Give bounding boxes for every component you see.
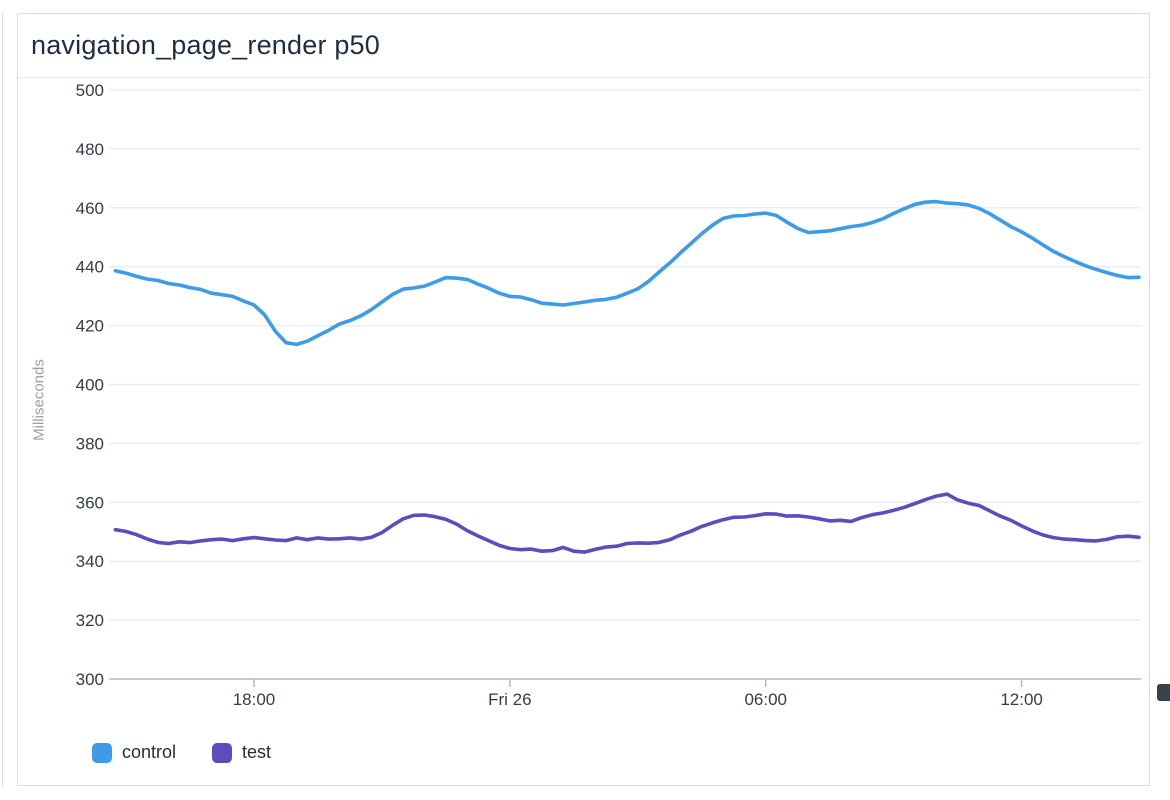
y-tick-label-420: 420 — [76, 317, 104, 336]
y-tick-label-440: 440 — [76, 258, 104, 277]
chart-svg[interactable]: 300 320 340 360 380 400 420 440 460 480 500 18:00 Fr… — [18, 78, 1149, 734]
series-line-control — [113, 199, 1141, 347]
panel: navigation_page_render p50 Milliseconds … — [17, 13, 1150, 786]
legend-label-test: test — [242, 742, 272, 762]
panel-title[interactable]: navigation_page_render p50 — [31, 30, 380, 60]
y-tick-label-320: 320 — [76, 611, 104, 630]
x-tick-label-12:00: 12:00 — [1000, 690, 1043, 709]
x-tick-label-18:00: 18:00 — [233, 690, 276, 709]
y-tick-label-340: 340 — [76, 552, 104, 571]
legend-label-control: control — [122, 742, 177, 762]
adjacent-panel-left-edge — [2, 13, 3, 786]
series-line-test — [113, 492, 1141, 554]
legend: control test — [92, 742, 271, 763]
y-tick-label-500: 500 — [76, 81, 104, 100]
panel-header[interactable]: navigation_page_render p50 — [18, 14, 1149, 78]
x-tick-label-06:00: 06:00 — [744, 690, 787, 709]
chart-area: Milliseconds 300 320 340 360 380 400 420 440 460… — [18, 78, 1149, 785]
legend-item-control[interactable]: control — [92, 742, 176, 763]
x-tick-label-Fri 26: Fri 26 — [488, 690, 531, 709]
y-tick-label-380: 380 — [76, 434, 104, 453]
y-tick-label-400: 400 — [76, 376, 104, 395]
legend-item-test[interactable]: test — [212, 742, 271, 763]
y-tick-label-480: 480 — [76, 140, 104, 159]
legend-swatch-test — [212, 742, 233, 763]
y-tick-label-300: 300 — [76, 670, 104, 689]
y-tick-label-460: 460 — [76, 199, 104, 218]
y-tick-label-360: 360 — [76, 493, 104, 512]
adjacent-panel-fragment — [1157, 684, 1170, 701]
legend-swatch-control — [92, 742, 112, 763]
